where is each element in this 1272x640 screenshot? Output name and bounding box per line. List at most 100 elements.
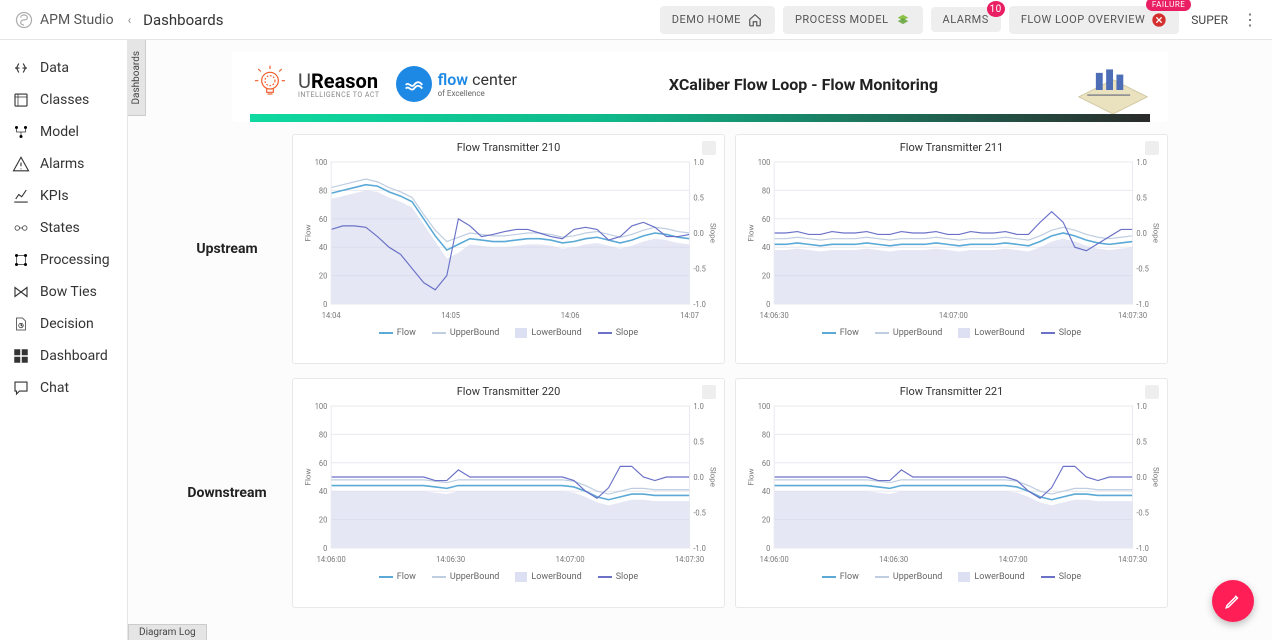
sidebar-item-data[interactable]: Data bbox=[0, 52, 127, 84]
chart-ft221: Flow Transmitter 221 020406080100-1.0-0.… bbox=[735, 378, 1168, 608]
svg-text:0.0: 0.0 bbox=[1136, 473, 1146, 482]
chart-ft211: Flow Transmitter 211 020406080100-1.0-0.… bbox=[735, 134, 1168, 364]
alarms-button[interactable]: ALARMS 10 bbox=[931, 7, 1001, 32]
sidebar-item-label: Model bbox=[40, 124, 79, 140]
svg-text:1.0: 1.0 bbox=[1136, 158, 1146, 167]
svg-text:-1.0: -1.0 bbox=[693, 544, 706, 553]
app-name: APM Studio bbox=[40, 12, 114, 28]
svg-text:100: 100 bbox=[758, 158, 771, 167]
sidebar-item-kpis[interactable]: KPIs bbox=[0, 180, 127, 212]
svg-text:40: 40 bbox=[762, 243, 770, 252]
svg-text:14:06: 14:06 bbox=[561, 311, 580, 320]
svg-text:14:05: 14:05 bbox=[441, 311, 460, 320]
svg-text:-0.5: -0.5 bbox=[1136, 508, 1149, 517]
svg-text:Slope: Slope bbox=[1151, 223, 1159, 243]
chart-legend: FlowUpperBoundLowerBoundSlope bbox=[744, 572, 1159, 582]
svg-text:14:07:30: 14:07:30 bbox=[675, 555, 704, 564]
sidebar-item-dashboard[interactable]: Dashboard bbox=[0, 340, 127, 372]
sidebar-item-label: States bbox=[40, 220, 80, 236]
sidebar-item-bow-ties[interactable]: Bow Ties bbox=[0, 276, 127, 308]
svg-text:14:06:30: 14:06:30 bbox=[436, 555, 465, 564]
dashboards-vertical-tab[interactable]: Dashboards bbox=[128, 40, 146, 116]
svg-text:14:07:00: 14:07:00 bbox=[999, 555, 1028, 564]
svg-text:20: 20 bbox=[762, 271, 770, 280]
sidebar-item-label: KPIs bbox=[40, 188, 69, 204]
diagram-log-tab[interactable]: Diagram Log bbox=[128, 624, 207, 640]
svg-text:-1.0: -1.0 bbox=[693, 300, 706, 309]
plant-isometric-icon bbox=[1068, 54, 1158, 114]
svg-text:-0.5: -0.5 bbox=[693, 508, 706, 517]
sidebar-item-label: Data bbox=[40, 60, 69, 76]
svg-text:100: 100 bbox=[758, 402, 771, 411]
edit-fab-button[interactable] bbox=[1212, 580, 1254, 622]
sidebar-item-label: Chat bbox=[40, 380, 69, 396]
sidebar-item-processing[interactable]: Processing bbox=[0, 244, 127, 276]
sidebar-item-label: Decision bbox=[40, 316, 94, 332]
flow-loop-overview-button[interactable]: FLOW LOOP OVERVIEW FAILURE bbox=[1009, 6, 1179, 34]
svg-text:0.5: 0.5 bbox=[1136, 437, 1147, 446]
sidebar-item-model[interactable]: Model bbox=[0, 116, 127, 148]
diagram-log-label: Diagram Log bbox=[139, 627, 196, 638]
svg-text:-0.5: -0.5 bbox=[693, 264, 706, 273]
collapse-sidebar-chevron[interactable]: ‹ bbox=[120, 13, 140, 27]
main-content: UReason INTELLIGENCE TO ACT flow center … bbox=[128, 40, 1272, 640]
demo-home-button[interactable]: DEMO HOME bbox=[660, 6, 775, 34]
pencil-icon bbox=[1224, 592, 1242, 610]
svg-text:20: 20 bbox=[319, 271, 327, 280]
chart-menu-button[interactable] bbox=[702, 385, 716, 399]
sidebar-item-classes[interactable]: Classes bbox=[0, 84, 127, 116]
svg-text:Flow: Flow bbox=[747, 468, 756, 485]
process-model-button[interactable]: PROCESS MODEL bbox=[783, 6, 923, 34]
banner: UReason INTELLIGENCE TO ACT flow center … bbox=[232, 52, 1168, 122]
top-bar: APM Studio ‹ Dashboards DEMO HOME PROCES… bbox=[0, 0, 1272, 40]
svg-text:40: 40 bbox=[762, 487, 770, 496]
alarms-label: ALARMS bbox=[943, 13, 989, 26]
sidebar-item-decision[interactable]: Decision bbox=[0, 308, 127, 340]
chart-ft210: Flow Transmitter 210 020406080100-1.0-0.… bbox=[292, 134, 725, 364]
flowcenter-name: flow center bbox=[438, 70, 517, 89]
layers-icon bbox=[895, 12, 911, 28]
data-icon bbox=[12, 59, 30, 77]
kpis-icon bbox=[12, 187, 30, 205]
svg-text:80: 80 bbox=[762, 430, 770, 439]
dashboard-icon bbox=[12, 347, 30, 365]
svg-text:Slope: Slope bbox=[1151, 467, 1159, 487]
svg-text:80: 80 bbox=[762, 186, 770, 195]
overflow-menu-icon[interactable]: ⋮ bbox=[1236, 10, 1264, 29]
page-title: Dashboards bbox=[143, 11, 223, 29]
demo-home-label: DEMO HOME bbox=[672, 13, 741, 26]
sidebar-item-chat[interactable]: Chat bbox=[0, 372, 127, 404]
flowcenter-logo: flow center of Excellence bbox=[396, 66, 517, 102]
process-model-label: PROCESS MODEL bbox=[795, 13, 889, 26]
chart-menu-button[interactable] bbox=[1145, 141, 1159, 155]
states-icon bbox=[12, 219, 30, 237]
lightbulb-icon bbox=[250, 64, 290, 104]
svg-text:Flow: Flow bbox=[304, 224, 313, 241]
sidebar-item-label: Bow Ties bbox=[40, 284, 97, 300]
chart-menu-button[interactable] bbox=[702, 141, 716, 155]
svg-text:14:07:30: 14:07:30 bbox=[1118, 311, 1147, 320]
decision-icon bbox=[12, 315, 30, 333]
flowcenter-sub: of Excellence bbox=[438, 89, 517, 98]
sidebar-item-label: Alarms bbox=[40, 156, 84, 172]
chart-legend: FlowUpperBoundLowerBoundSlope bbox=[301, 328, 716, 338]
sidebar-item-label: Processing bbox=[40, 252, 110, 268]
sidebar-item-alarms[interactable]: Alarms bbox=[0, 148, 127, 180]
svg-text:20: 20 bbox=[319, 515, 327, 524]
svg-text:100: 100 bbox=[315, 158, 328, 167]
model-icon bbox=[12, 123, 30, 141]
sidebar-item-label: Dashboard bbox=[40, 348, 108, 364]
svg-text:0.5: 0.5 bbox=[1136, 193, 1147, 202]
svg-text:60: 60 bbox=[319, 215, 327, 224]
svg-text:14:06:30: 14:06:30 bbox=[879, 555, 908, 564]
svg-text:0: 0 bbox=[323, 544, 327, 553]
svg-text:14:06:30: 14:06:30 bbox=[760, 311, 789, 320]
sidebar-item-states[interactable]: States bbox=[0, 212, 127, 244]
chart-title: Flow Transmitter 220 bbox=[301, 385, 716, 398]
svg-text:14:07:00: 14:07:00 bbox=[556, 555, 585, 564]
svg-text:0.0: 0.0 bbox=[693, 229, 703, 238]
svg-text:100: 100 bbox=[315, 402, 328, 411]
processing-icon bbox=[12, 251, 30, 269]
chart-menu-button[interactable] bbox=[1145, 385, 1159, 399]
svg-text:1.0: 1.0 bbox=[693, 402, 703, 411]
